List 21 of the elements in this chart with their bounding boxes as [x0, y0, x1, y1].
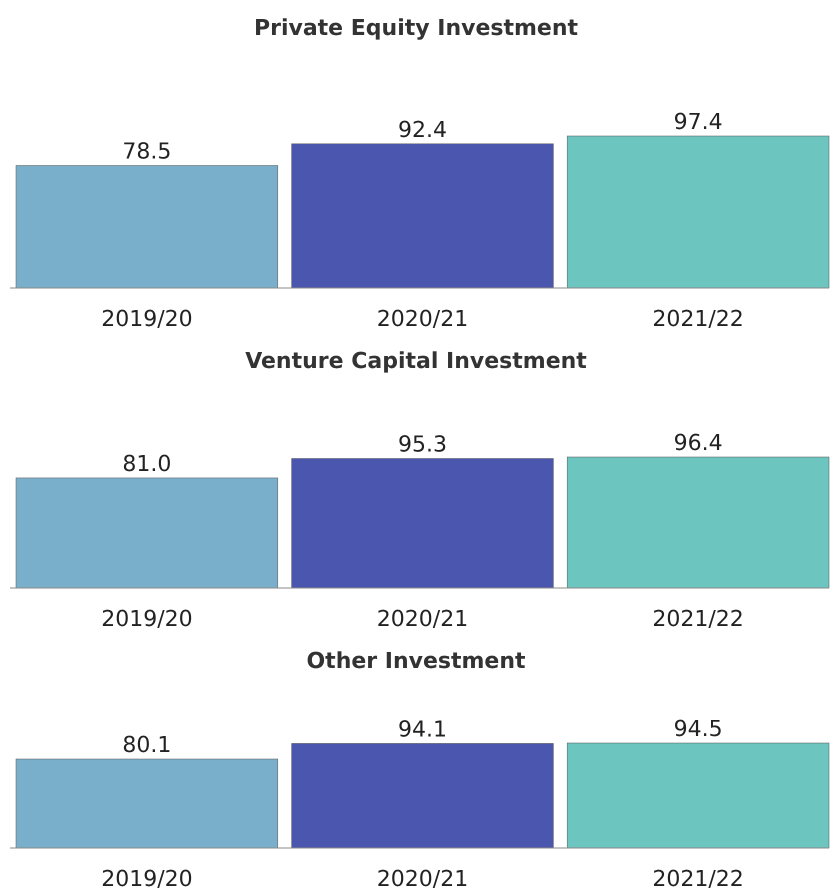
chart-title: Private Equity Investment — [254, 16, 578, 41]
x-tick-label: 2021/22 — [652, 607, 744, 632]
chart-title: Venture Capital Investment — [245, 349, 588, 374]
x-tick-label: 2019/20 — [101, 867, 193, 889]
data-label: 78.5 — [122, 139, 172, 164]
data-label: 92.4 — [398, 118, 447, 143]
x-tick-label: 2020/21 — [376, 607, 468, 632]
x-tick-label: 2019/20 — [101, 607, 193, 632]
data-label: 81.0 — [122, 452, 172, 477]
data-label: 80.1 — [122, 733, 172, 758]
data-label: 95.3 — [398, 432, 447, 458]
data-label: 94.1 — [398, 717, 447, 742]
x-tick-label: 2020/21 — [376, 307, 468, 332]
chart-title: Other Investment — [306, 649, 526, 674]
x-tick-label: 2021/22 — [652, 307, 744, 332]
data-label: 94.5 — [674, 717, 723, 742]
data-label: 96.4 — [674, 431, 723, 456]
x-tick-label: 2020/21 — [376, 867, 468, 889]
x-tick-label: 2019/20 — [101, 307, 193, 332]
data-label: 97.4 — [674, 110, 723, 135]
x-tick-label: 2021/22 — [652, 867, 744, 889]
